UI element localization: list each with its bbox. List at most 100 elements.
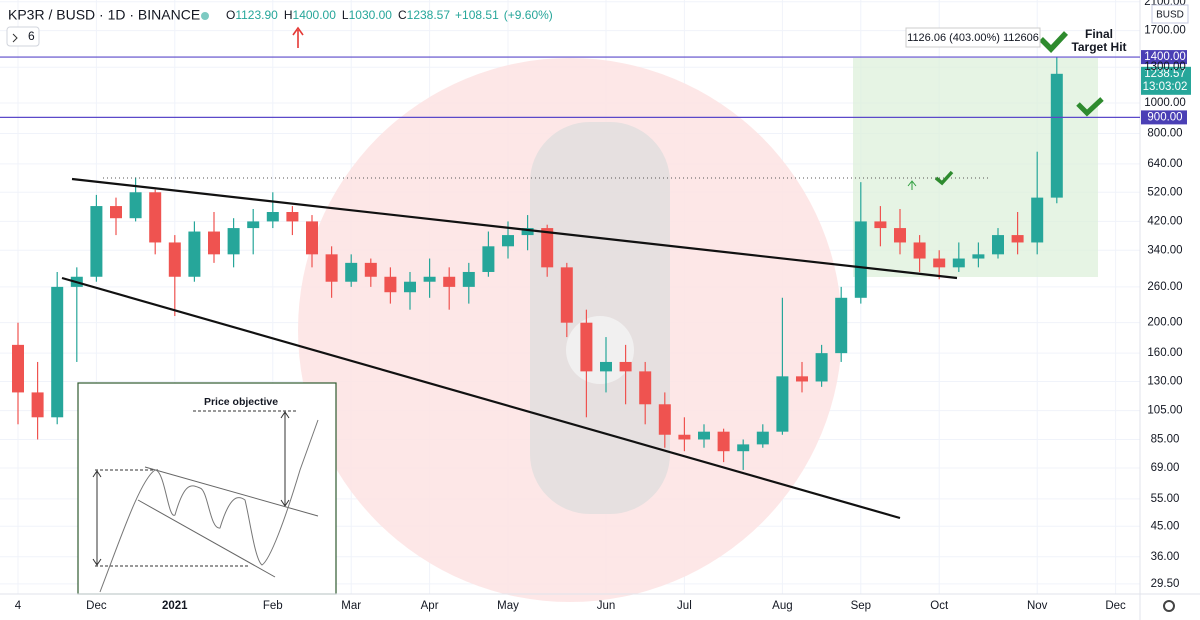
countdown: 13:03:02 [1143,81,1188,93]
ohlc-key: O [226,8,235,22]
ohlc-value: 1400.00 [293,8,337,22]
candle-body [796,376,808,382]
y-tick-label: 200.00 [1147,317,1182,329]
ohlc-value: 1238.57 [407,8,451,22]
axis-labels: 29.50 36.00 45.00 55.00 69.00 85.00 105.00 130.… [15,0,1186,612]
y-tick-label: 55.00 [1151,493,1180,505]
candle-body [51,286,64,418]
price-line-label: 1400.00 [1144,51,1186,63]
y-tick-label: 1700.00 [1144,25,1186,37]
candle-body [306,221,318,255]
candle-body [992,235,1004,255]
inset-frame [77,382,337,595]
x-tick-label: Apr [421,600,439,612]
y-tick-label: 1300.00 [1144,61,1186,73]
candle-body [678,434,691,440]
ohlc-value: 1123.90 [235,8,278,22]
x-tick-label: 4 [15,600,22,612]
candle-body [835,297,848,354]
ohlc-text: O1123.90 H1400.00 L1030.00 C1238.57 +108.51 (… [226,8,553,22]
change: +108.51 [455,8,499,22]
candle-body [227,228,240,255]
upper-trendline [71,177,958,280]
candle-body [874,221,887,229]
y-tick-label: 85.00 [1151,434,1180,446]
price-line-tag [1141,50,1187,65]
y-tick-label: 800.00 [1147,128,1182,140]
y-tick-label: 340.00 [1147,244,1182,256]
candle-body [658,404,671,435]
candle-body [110,206,122,219]
candle-body [345,262,358,282]
candle-body [12,344,24,393]
x-tick-label: Jul [677,600,692,612]
candle-body [286,212,299,222]
y-tick-label: 260.00 [1147,281,1182,293]
change-pct: (+9.60%) [504,8,553,22]
candle-body [1011,235,1024,243]
measure-label: 1126.06 (403.00%) 112606 [907,32,1039,44]
x-tick-label: Mar [341,600,361,612]
candle-body [404,281,416,293]
candle-body [384,276,397,293]
y-tick-label: 160.00 [1147,347,1182,359]
status-dot [201,12,209,20]
x-tick-label: Nov [1027,600,1048,612]
indicator-count: 6 [28,29,35,43]
x-tick-label: Aug [772,600,792,612]
candle-body [894,228,906,243]
candle-body [639,371,652,405]
candle-body [521,228,534,236]
y-tick-label: 36.00 [1151,551,1180,563]
candle-body [502,235,514,247]
candle-body [776,376,789,432]
x-tick-label: Oct [930,600,949,612]
target-label: Final [1085,27,1113,41]
candle-body [913,242,926,259]
y-tick-label: 45.00 [1151,520,1180,532]
candle-body [580,322,593,372]
candles [12,57,1063,470]
inset-label: Price objective [204,396,278,408]
indicator-box[interactable] [6,26,40,47]
ohlc-legend: O1123.90 H1400.00 L1030.00 C1238.57 +108.51 (… [226,8,553,22]
candle-body [952,258,965,268]
last-price-label: 1238.57 [1144,68,1186,80]
y-tick-label: 29.50 [1151,578,1180,590]
x-tick-label: Dec [86,600,107,612]
candle-body [972,254,985,259]
candle-body [698,431,710,440]
ohlc-value: 1030.00 [349,8,393,22]
ohlc-key: L [342,8,349,22]
y-tick-label: 69.00 [1151,462,1180,474]
candle-body [1050,73,1063,198]
x-tick-label: Feb [263,600,283,612]
candle-body [854,221,867,298]
x-tick-label: Jun [597,600,616,612]
inset-line [144,466,319,517]
candle-body [325,254,338,282]
candle-body [188,231,201,277]
candle-body [90,206,103,277]
x-tick-label: Sep [851,600,871,612]
y-tick-label: 105.00 [1147,405,1182,417]
axis-unit: BUSD [1156,10,1184,21]
inset-arrow [280,411,290,507]
settings-icon[interactable] [1163,600,1175,612]
ohlc-key: C [398,8,407,22]
lower-trendline [61,276,901,520]
y-tick-label: 1000.00 [1144,97,1186,109]
candle-body [1031,197,1044,243]
candle-body [482,246,495,272]
candle-body [129,192,142,219]
candle-body [619,361,632,372]
candle-body [149,192,162,243]
inset: Price objective [77,382,337,595]
y-tick-label: 640.00 [1147,158,1182,170]
candle-body [31,392,44,418]
candle-body [168,242,181,277]
y-tick-label: 2100.00 [1144,0,1186,8]
candle-body [756,431,769,445]
